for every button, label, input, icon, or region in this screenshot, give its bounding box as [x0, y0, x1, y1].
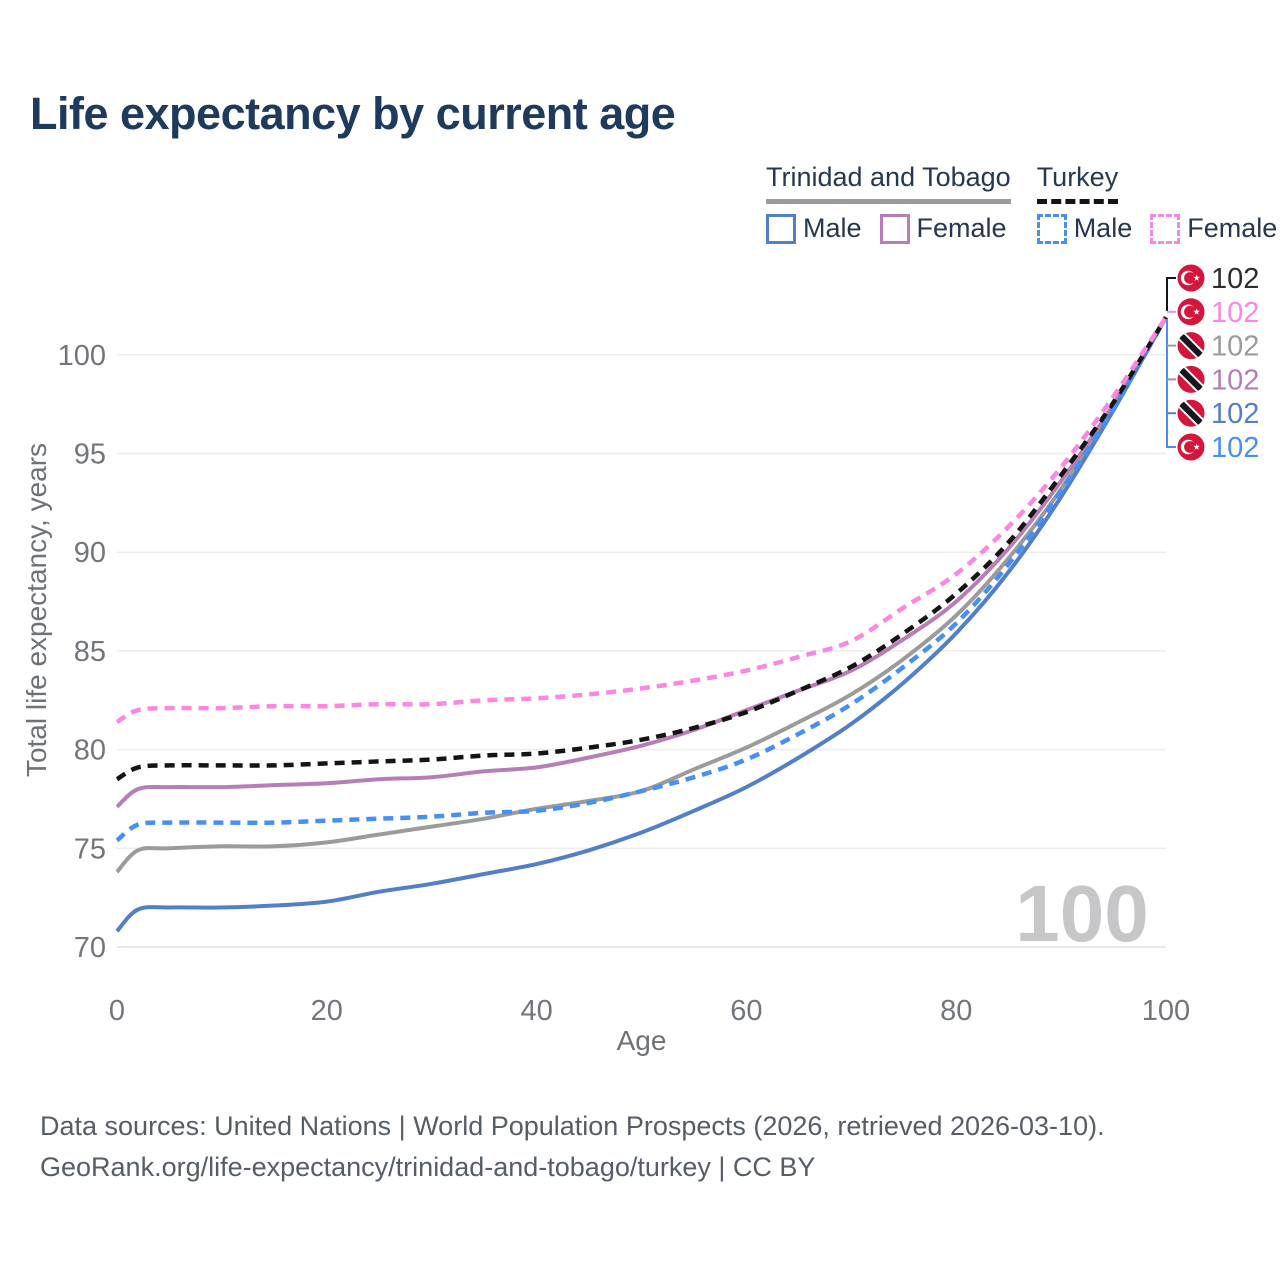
page-title: Life expectancy by current age — [30, 88, 676, 139]
turkey-male-swatch-icon — [1036, 213, 1067, 244]
legend-items-turkey: Male Female — [1036, 213, 1277, 244]
endpoint-label-tt-male: 102 — [1177, 398, 1259, 430]
x-axis-title: Age — [617, 1025, 667, 1056]
legend-item-label: Male — [1073, 213, 1133, 243]
x-tick-label: 100 — [1142, 995, 1190, 1027]
legend-item-turkey-male[interactable]: Male — [1036, 213, 1133, 244]
x-tick-label: 80 — [940, 995, 972, 1027]
y-tick-label: 70 — [74, 932, 106, 964]
x-tick-label: 0 — [109, 995, 125, 1027]
endpoint-label-tt-female: 102 — [1177, 364, 1259, 396]
y-tick-label: 95 — [74, 439, 106, 471]
endpoint-label-tr-female: 102 — [1177, 297, 1259, 329]
connector-tr-male — [1166, 319, 1176, 448]
endpoint-value: 102 — [1211, 364, 1259, 396]
flag-trinidad-and-tobago-icon — [1177, 365, 1205, 393]
y-tick-label: 85 — [74, 636, 106, 668]
endpoint-value: 102 — [1211, 331, 1259, 363]
legend-item-tt-female[interactable]: Female — [879, 213, 1007, 244]
legend-item-label: Female — [916, 213, 1007, 243]
tt-male-swatch-icon — [766, 213, 796, 244]
flag-turkey-icon — [1177, 264, 1205, 292]
footer-source-line: Data sources: United Nations | World Pop… — [40, 1111, 1105, 1141]
legend-country-trinidad-and-tobago: Trinidad and Tobago — [766, 162, 1011, 204]
endpoint-value: 102 — [1211, 263, 1259, 295]
series-line-tr-all — [115, 316, 1168, 782]
x-tick-label: 60 — [730, 995, 762, 1027]
legend-group-turkey: Turkey Male Female — [1036, 162, 1277, 244]
endpoint-value: 102 — [1211, 297, 1259, 329]
y-tick-label: 75 — [74, 833, 106, 865]
legend: Trinidad and Tobago Male Female Turkey M… — [766, 162, 1277, 244]
legend-items-trinidad-and-tobago: Male Female — [766, 213, 1011, 244]
footer: Data sources: United Nations | World Pop… — [40, 1106, 1105, 1188]
footer-url-line: GeoRank.org/life-expectancy/trinidad-and… — [40, 1152, 816, 1182]
y-axis-title: Total life expectancy, years — [21, 443, 52, 777]
endpoint-value: 102 — [1211, 432, 1259, 464]
legend-group-trinidad-and-tobago: Trinidad and Tobago Male Female — [766, 162, 1011, 244]
legend-item-turkey-female[interactable]: Female — [1150, 213, 1277, 244]
y-tick-label: 80 — [74, 735, 106, 767]
legend-item-label: Female — [1187, 213, 1278, 243]
connector-tr-all — [1166, 277, 1176, 311]
series-line-tt-female — [115, 316, 1168, 809]
series-line-tt-male — [115, 316, 1168, 933]
legend-item-tt-male[interactable]: Male — [766, 213, 862, 244]
endpoint-label-tr-all: 102 — [1177, 263, 1259, 295]
y-tick-label: 90 — [74, 537, 106, 569]
turkey-female-swatch-icon — [1150, 213, 1181, 244]
series-line-tr-female — [115, 316, 1168, 724]
flag-turkey-icon — [1177, 298, 1205, 326]
endpoint-value: 102 — [1211, 398, 1259, 430]
flag-turkey-icon — [1177, 433, 1205, 461]
x-tick-label: 40 — [520, 995, 552, 1027]
endpoint-label-tr-male: 102 — [1177, 432, 1259, 464]
age-watermark: 100 — [1015, 869, 1148, 958]
legend-country-turkey: Turkey — [1036, 162, 1119, 204]
tt-female-swatch-icon — [879, 213, 910, 244]
flag-trinidad-and-tobago-icon — [1177, 399, 1205, 427]
flag-trinidad-and-tobago-icon — [1177, 332, 1205, 360]
legend-item-label: Male — [803, 213, 862, 243]
y-tick-label: 100 — [58, 340, 106, 372]
endpoint-label-tt-all: 102 — [1177, 331, 1259, 363]
series-line-tr-male — [115, 316, 1168, 843]
x-tick-label: 20 — [311, 995, 343, 1027]
